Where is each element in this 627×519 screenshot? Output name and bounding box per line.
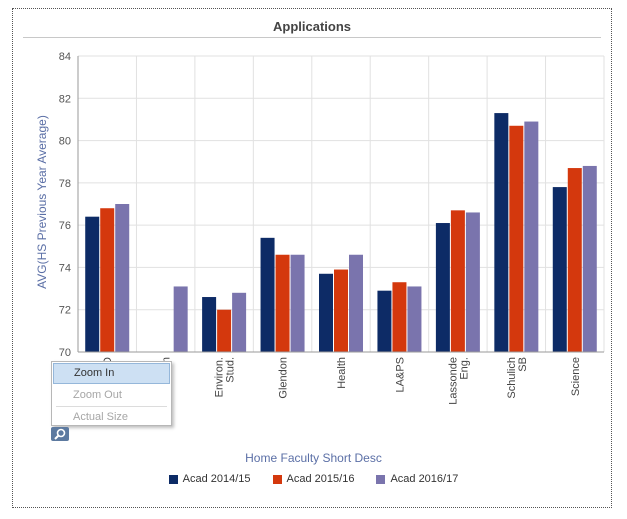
x-tick-label: Science — [570, 357, 582, 396]
x-axis-label: Home Faculty Short Desc — [245, 451, 382, 465]
bar[interactable] — [260, 237, 275, 352]
y-tick-label: 76 — [59, 220, 71, 232]
y-axis-label: AVG(HS Previous Year Average) — [35, 115, 49, 289]
menu-divider — [56, 406, 167, 407]
legend-item-2016-17[interactable]: Acad 2016/17 — [376, 473, 458, 485]
bar[interactable] — [552, 187, 567, 352]
bar[interactable] — [377, 290, 392, 352]
legend-swatch — [272, 474, 282, 484]
x-tick-label: n — [161, 357, 173, 363]
bar[interactable] — [582, 165, 597, 352]
y-tick-label: 74 — [59, 262, 71, 274]
x-tick-label: LA&PS — [394, 357, 406, 392]
bar[interactable] — [232, 292, 247, 352]
bar[interactable] — [349, 254, 363, 352]
y-tick-label: 80 — [59, 136, 71, 148]
legend-item-2015-16[interactable]: Acad 2015/16 — [272, 473, 355, 485]
legend-item-2014-15[interactable]: Acad 2014/15 — [168, 473, 251, 485]
x-tick-label: SB — [517, 357, 529, 372]
zoom-out-menu-item[interactable]: Zoom Out — [73, 389, 122, 401]
x-tick-label: Eng. — [458, 357, 470, 380]
bar[interactable] — [173, 286, 188, 352]
x-tick-label: Lassonde — [447, 357, 459, 405]
bar[interactable] — [392, 282, 407, 352]
legend-swatch — [168, 474, 178, 484]
title-divider — [23, 37, 601, 38]
bar[interactable] — [494, 113, 509, 352]
magnifier-icon — [54, 428, 66, 440]
x-tick-label: Glendon — [278, 357, 290, 399]
bar[interactable] — [567, 168, 582, 352]
bar[interactable] — [100, 208, 115, 352]
bar[interactable] — [407, 286, 422, 352]
y-tick-label: 72 — [59, 305, 71, 317]
bar[interactable] — [334, 269, 348, 352]
zoom-context-menu: Zoom In Zoom Out Actual Size — [51, 361, 172, 426]
chart-container: Applications — [12, 8, 612, 508]
bar[interactable] — [202, 297, 217, 352]
y-tick-label: 78 — [59, 178, 71, 190]
y-tick-label: 84 — [59, 51, 71, 63]
bar[interactable] — [275, 254, 290, 352]
x-tick-label: Health — [336, 357, 348, 389]
bar[interactable] — [509, 125, 524, 353]
legend-label: Acad 2014/15 — [182, 473, 251, 485]
actual-size-menu-item[interactable]: Actual Size — [73, 411, 129, 423]
bar[interactable] — [290, 254, 305, 352]
bar[interactable] — [85, 216, 100, 352]
legend-label: Acad 2016/17 — [390, 473, 459, 485]
bar[interactable] — [115, 204, 130, 352]
bar[interactable] — [465, 212, 480, 352]
bar[interactable] — [450, 210, 465, 352]
bar[interactable] — [435, 223, 450, 352]
bar[interactable] — [524, 121, 539, 353]
x-tick-label: Environ. — [214, 357, 226, 397]
x-tick-label: Stud. — [225, 357, 237, 383]
legend: Acad 2014/15 Acad 2015/16 Acad 2016/17 — [0, 473, 627, 485]
bar[interactable] — [217, 309, 232, 352]
chart-title: Applications — [272, 19, 351, 34]
bar[interactable] — [319, 273, 333, 352]
y-tick-label: 82 — [59, 93, 71, 105]
legend-swatch — [376, 474, 386, 484]
y-tick-label: 70 — [59, 347, 71, 359]
zoom-button[interactable] — [51, 427, 69, 441]
zoom-in-menu-item[interactable]: Zoom In — [53, 363, 170, 384]
x-tick-label: Schulich — [506, 357, 518, 399]
x-tick-label: D — [102, 357, 114, 365]
legend-label: Acad 2015/16 — [286, 473, 355, 485]
